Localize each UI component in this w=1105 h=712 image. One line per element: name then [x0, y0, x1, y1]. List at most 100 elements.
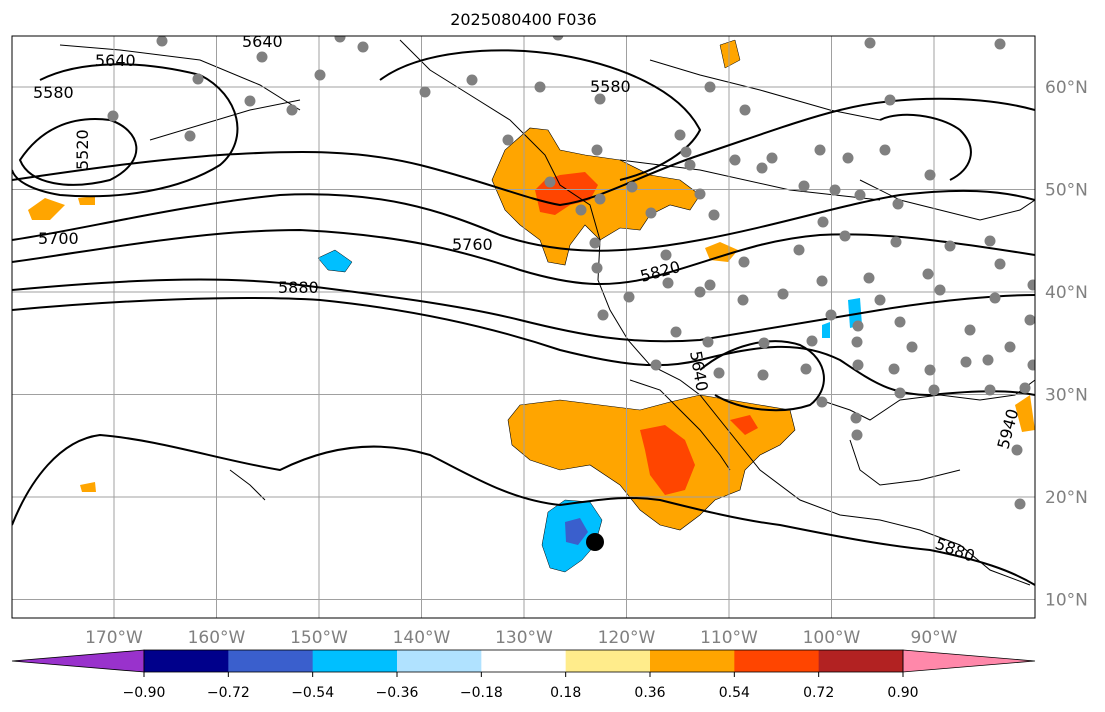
station-marker — [874, 294, 886, 306]
station-marker — [850, 412, 862, 424]
anomaly-region-alaska — [719, 39, 741, 69]
contour-label: 5580 — [33, 83, 74, 102]
latitude-label: 60°N — [1045, 78, 1088, 98]
station-marker — [591, 262, 603, 274]
station-marker — [192, 73, 204, 85]
station-marker — [502, 134, 514, 146]
station-marker — [594, 93, 606, 105]
contour-label: 5520 — [73, 129, 92, 170]
station-marker — [662, 277, 674, 289]
station-marker — [694, 286, 706, 298]
station-marker — [777, 288, 789, 300]
station-marker — [906, 341, 918, 353]
station-marker — [626, 181, 638, 193]
station-marker — [314, 69, 326, 81]
station-marker — [829, 184, 841, 196]
longitude-label: 110°W — [700, 628, 758, 648]
station-marker — [994, 38, 1006, 50]
station-marker — [817, 216, 829, 228]
station-marker — [839, 230, 851, 242]
latitude-labels: 60°N 50°N 40°N 30°N 20°N 10°N — [1045, 78, 1088, 611]
station-marker — [591, 144, 603, 156]
station-marker — [704, 279, 716, 291]
station-marker — [798, 180, 810, 192]
station-marker — [884, 94, 896, 106]
anomaly-core-gulf — [730, 415, 758, 435]
station-marker — [800, 363, 812, 375]
colorbar-segment — [481, 650, 567, 672]
anomaly-region-pacific-small — [78, 196, 95, 205]
station-marker — [256, 51, 268, 63]
colorbar-segment — [397, 650, 482, 672]
longitude-label: 140°W — [393, 628, 451, 648]
contour-label: 5640 — [242, 32, 283, 51]
colorbar-tick-label: −0.54 — [291, 685, 334, 701]
station-marker — [334, 36, 346, 43]
anomaly-region-pacific — [28, 198, 65, 220]
station-markers — [107, 36, 1035, 510]
station-marker — [156, 36, 168, 47]
colorbar-segment — [650, 650, 735, 672]
colorbar-segment — [734, 650, 820, 672]
station-marker — [934, 284, 946, 296]
station-marker — [244, 95, 256, 107]
colorbar-tick-label: −0.18 — [460, 685, 503, 701]
station-marker — [816, 275, 828, 287]
contour-label: 5700 — [38, 229, 79, 248]
station-marker — [766, 152, 778, 164]
anomaly-negative-plains — [848, 298, 862, 328]
station-marker — [702, 336, 714, 348]
station-marker — [854, 189, 866, 201]
station-marker — [864, 37, 876, 49]
station-marker — [982, 354, 994, 366]
station-marker — [964, 324, 976, 336]
colorbar-tick-label: −0.36 — [376, 685, 419, 701]
longitude-labels: 170°W 160°W 150°W 140°W 130°W 120°W 110°W 100°W… — [85, 628, 958, 648]
anomaly-negative-core — [565, 518, 588, 545]
station-marker — [924, 364, 936, 376]
colorbar-extend-low — [11, 649, 145, 673]
station-marker — [623, 291, 635, 303]
station-marker — [852, 359, 864, 371]
contour-label: 5880 — [933, 534, 978, 566]
colorbar-frame — [143, 649, 904, 673]
station-marker — [650, 359, 662, 371]
station-marker — [842, 152, 854, 164]
map-frame — [11, 35, 1036, 619]
station-marker — [888, 363, 900, 375]
station-marker — [894, 316, 906, 328]
station-marker — [1004, 341, 1016, 353]
station-marker — [357, 41, 369, 53]
colorbar-segment — [144, 650, 229, 672]
anomaly-region-florida — [1015, 395, 1035, 432]
station-marker — [816, 396, 828, 408]
longitude-label: 170°W — [85, 628, 143, 648]
station-marker — [1019, 382, 1031, 394]
station-marker — [758, 337, 770, 349]
station-marker — [597, 309, 609, 321]
station-marker — [944, 240, 956, 252]
graticule — [12, 36, 1035, 618]
station-marker — [660, 249, 672, 261]
station-marker — [960, 356, 972, 368]
station-marker — [863, 272, 875, 284]
station-marker — [851, 429, 863, 441]
station-marker — [419, 86, 431, 98]
shaded-anomalies — [28, 39, 1035, 573]
station-marker — [286, 104, 298, 116]
station-marker — [738, 256, 750, 268]
latitude-label: 40°N — [1045, 283, 1088, 303]
contour-label: 5580 — [590, 77, 631, 96]
colorbar-tick-label: 0.18 — [550, 685, 581, 701]
station-marker — [994, 258, 1006, 270]
station-marker — [894, 387, 906, 399]
station-marker — [1027, 359, 1035, 371]
station-marker — [589, 237, 601, 249]
station-marker — [1011, 444, 1023, 456]
station-marker — [674, 129, 686, 141]
colorbar-tick-label: −0.90 — [123, 685, 166, 701]
station-marker — [892, 198, 904, 210]
longitude-label: 160°W — [188, 628, 246, 648]
colorbar-segment — [312, 650, 398, 672]
